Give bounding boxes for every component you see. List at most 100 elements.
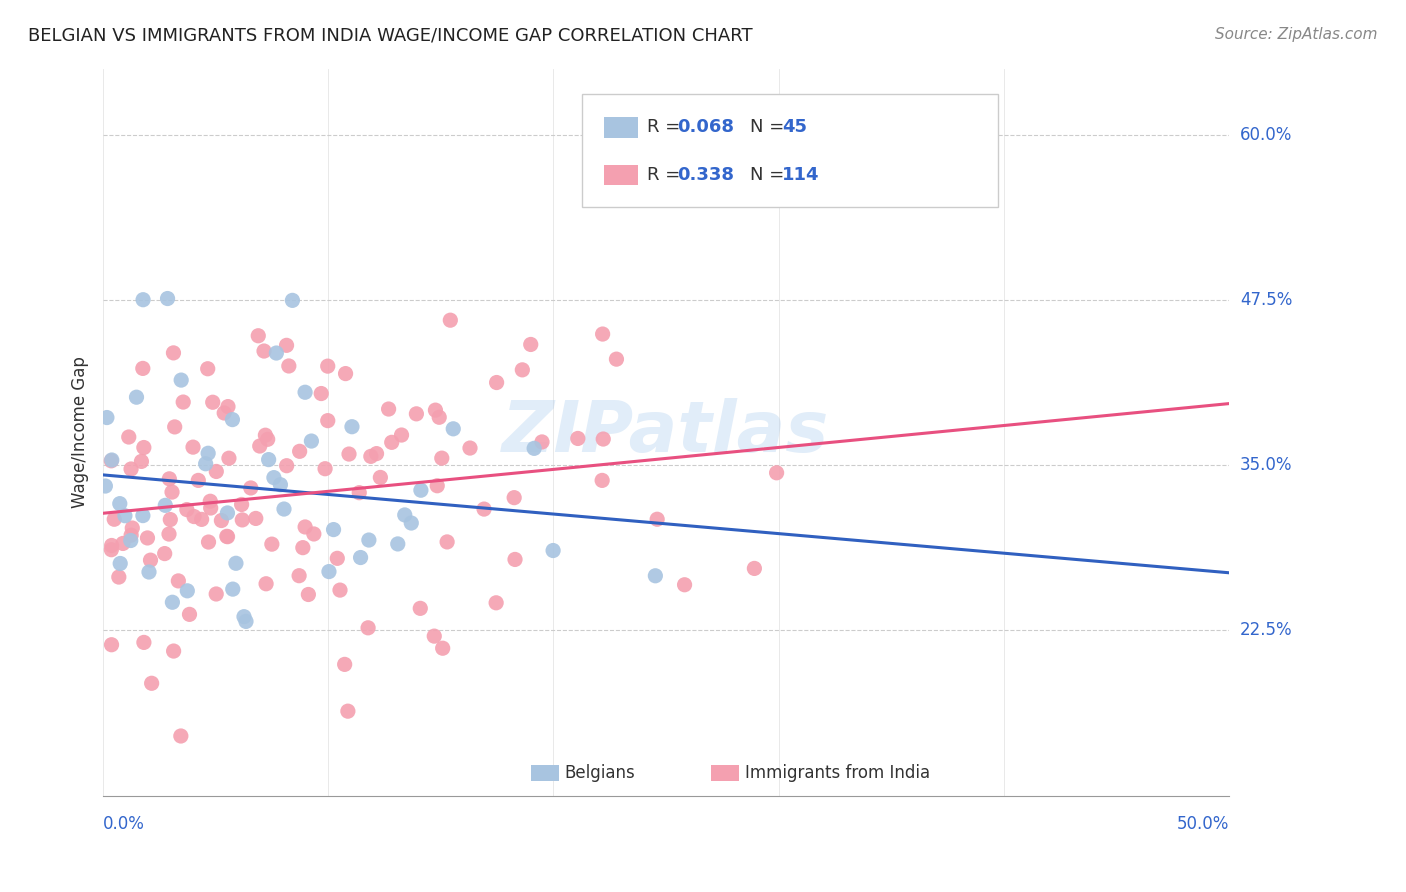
Point bbox=[645, 512, 668, 526]
Point bbox=[322, 523, 344, 537]
Point bbox=[139, 553, 162, 567]
Point bbox=[329, 583, 352, 598]
Point bbox=[187, 474, 209, 488]
Point bbox=[197, 535, 219, 549]
Point bbox=[197, 361, 219, 376]
Point bbox=[141, 676, 163, 690]
Point bbox=[235, 615, 257, 629]
Point bbox=[273, 502, 295, 516]
Bar bbox=[711, 765, 740, 781]
Point bbox=[519, 337, 541, 351]
Point bbox=[108, 557, 131, 571]
Point bbox=[194, 457, 217, 471]
Point bbox=[176, 583, 198, 598]
Point bbox=[294, 385, 316, 400]
Point bbox=[172, 395, 194, 409]
Point bbox=[503, 552, 526, 566]
Point bbox=[485, 376, 508, 390]
Point bbox=[136, 531, 159, 545]
Point bbox=[181, 440, 204, 454]
Point bbox=[160, 485, 183, 500]
Point bbox=[294, 520, 316, 534]
Point bbox=[163, 420, 186, 434]
Point bbox=[249, 439, 271, 453]
Point bbox=[132, 508, 155, 523]
Point bbox=[360, 450, 382, 464]
Text: 47.5%: 47.5% bbox=[1240, 291, 1292, 309]
Point bbox=[222, 582, 245, 596]
Point bbox=[254, 428, 277, 442]
Text: R =: R = bbox=[647, 166, 686, 184]
Text: 0.338: 0.338 bbox=[678, 166, 734, 184]
Point bbox=[439, 313, 461, 327]
Text: ZIPatlas: ZIPatlas bbox=[502, 398, 830, 467]
Point bbox=[100, 542, 122, 557]
Point bbox=[217, 506, 239, 520]
Text: 114: 114 bbox=[782, 166, 820, 184]
Point bbox=[231, 513, 253, 527]
Point bbox=[333, 657, 356, 672]
Point bbox=[138, 565, 160, 579]
Point bbox=[423, 629, 446, 643]
Point bbox=[209, 514, 232, 528]
Point bbox=[316, 414, 339, 428]
Point bbox=[394, 508, 416, 522]
Point bbox=[592, 432, 614, 446]
Point bbox=[190, 512, 212, 526]
Point bbox=[299, 434, 322, 448]
Text: 45: 45 bbox=[782, 119, 807, 136]
Point bbox=[426, 479, 449, 493]
Point bbox=[120, 533, 142, 548]
Point bbox=[111, 536, 134, 550]
Point bbox=[155, 499, 177, 513]
Point bbox=[212, 406, 235, 420]
Point bbox=[225, 556, 247, 570]
Point bbox=[366, 447, 388, 461]
Bar bbox=[605, 117, 638, 137]
Point bbox=[357, 533, 380, 547]
Point bbox=[201, 395, 224, 409]
Point bbox=[205, 465, 228, 479]
Bar bbox=[605, 164, 638, 185]
Point bbox=[120, 462, 142, 476]
Point bbox=[162, 644, 184, 658]
Point bbox=[309, 386, 332, 401]
Point bbox=[205, 587, 228, 601]
Point bbox=[100, 454, 122, 468]
Point bbox=[157, 472, 180, 486]
Point bbox=[162, 595, 184, 609]
Point bbox=[233, 609, 256, 624]
Point bbox=[335, 367, 357, 381]
Point bbox=[297, 587, 319, 601]
Point bbox=[159, 512, 181, 526]
Point bbox=[744, 561, 766, 575]
Point bbox=[266, 346, 288, 360]
Point bbox=[288, 444, 311, 458]
Point bbox=[605, 352, 627, 367]
Point bbox=[405, 407, 427, 421]
Point bbox=[103, 512, 125, 526]
Point bbox=[318, 565, 340, 579]
Point bbox=[197, 446, 219, 460]
Point bbox=[125, 390, 148, 404]
Point bbox=[200, 494, 222, 508]
Point bbox=[153, 547, 176, 561]
Text: 22.5%: 22.5% bbox=[1240, 622, 1292, 640]
Point bbox=[436, 535, 458, 549]
Point bbox=[269, 477, 291, 491]
Point bbox=[239, 481, 262, 495]
Point bbox=[170, 373, 193, 387]
Point bbox=[541, 543, 564, 558]
Text: N =: N = bbox=[751, 166, 790, 184]
Point bbox=[391, 428, 413, 442]
Point bbox=[121, 521, 143, 535]
Point bbox=[302, 527, 325, 541]
Point bbox=[276, 458, 298, 473]
Text: 0.068: 0.068 bbox=[678, 119, 734, 136]
Point bbox=[94, 479, 117, 493]
Point bbox=[591, 474, 613, 488]
FancyBboxPatch shape bbox=[582, 94, 998, 207]
Point bbox=[170, 729, 193, 743]
Point bbox=[357, 621, 380, 635]
Point bbox=[179, 607, 201, 622]
